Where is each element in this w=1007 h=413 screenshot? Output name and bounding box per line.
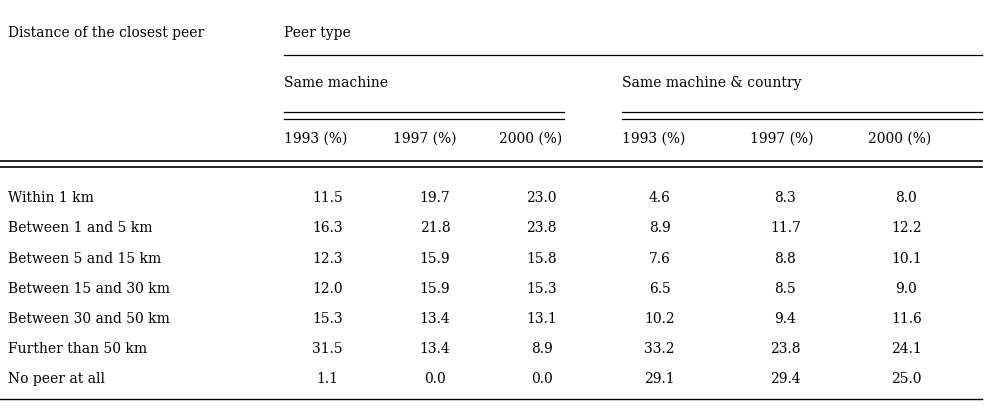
Text: Peer type: Peer type — [284, 26, 350, 40]
Text: 9.4: 9.4 — [774, 312, 797, 326]
Text: 11.7: 11.7 — [770, 221, 801, 235]
Text: 8.5: 8.5 — [774, 282, 797, 296]
Text: 13.1: 13.1 — [527, 312, 557, 326]
Text: 2000 (%): 2000 (%) — [868, 131, 931, 145]
Text: 8.9: 8.9 — [531, 342, 553, 356]
Text: 15.8: 15.8 — [527, 252, 557, 266]
Text: 8.0: 8.0 — [895, 191, 917, 205]
Text: 21.8: 21.8 — [420, 221, 450, 235]
Text: 1997 (%): 1997 (%) — [750, 131, 814, 145]
Text: 29.1: 29.1 — [644, 372, 675, 386]
Text: 23.8: 23.8 — [527, 221, 557, 235]
Text: 1993 (%): 1993 (%) — [622, 131, 686, 145]
Text: Further than 50 km: Further than 50 km — [8, 342, 147, 356]
Text: 23.0: 23.0 — [527, 191, 557, 205]
Text: 33.2: 33.2 — [644, 342, 675, 356]
Text: 19.7: 19.7 — [420, 191, 450, 205]
Text: 25.0: 25.0 — [891, 372, 921, 386]
Text: 8.8: 8.8 — [774, 252, 797, 266]
Text: Within 1 km: Within 1 km — [8, 191, 94, 205]
Text: 11.6: 11.6 — [891, 312, 921, 326]
Text: 0.0: 0.0 — [531, 372, 553, 386]
Text: 13.4: 13.4 — [420, 342, 450, 356]
Text: Between 30 and 50 km: Between 30 and 50 km — [8, 312, 170, 326]
Text: 2000 (%): 2000 (%) — [499, 131, 563, 145]
Text: 24.1: 24.1 — [891, 342, 921, 356]
Text: 23.8: 23.8 — [770, 342, 801, 356]
Text: 1993 (%): 1993 (%) — [284, 131, 347, 145]
Text: 6.5: 6.5 — [649, 282, 671, 296]
Text: 13.4: 13.4 — [420, 312, 450, 326]
Text: Between 1 and 5 km: Between 1 and 5 km — [8, 221, 152, 235]
Text: 1997 (%): 1997 (%) — [393, 131, 456, 145]
Text: Between 15 and 30 km: Between 15 and 30 km — [8, 282, 170, 296]
Text: Same machine & country: Same machine & country — [622, 76, 802, 90]
Text: 15.3: 15.3 — [312, 312, 342, 326]
Text: 11.5: 11.5 — [312, 191, 342, 205]
Text: 7.6: 7.6 — [649, 252, 671, 266]
Text: Between 5 and 15 km: Between 5 and 15 km — [8, 252, 161, 266]
Text: No peer at all: No peer at all — [8, 372, 105, 386]
Text: 12.0: 12.0 — [312, 282, 342, 296]
Text: 12.2: 12.2 — [891, 221, 921, 235]
Text: 10.1: 10.1 — [891, 252, 921, 266]
Text: 8.3: 8.3 — [774, 191, 797, 205]
Text: 10.2: 10.2 — [644, 312, 675, 326]
Text: Same machine: Same machine — [284, 76, 388, 90]
Text: 12.3: 12.3 — [312, 252, 342, 266]
Text: 1.1: 1.1 — [316, 372, 338, 386]
Text: 29.4: 29.4 — [770, 372, 801, 386]
Text: 15.3: 15.3 — [527, 282, 557, 296]
Text: 16.3: 16.3 — [312, 221, 342, 235]
Text: 15.9: 15.9 — [420, 282, 450, 296]
Text: 15.9: 15.9 — [420, 252, 450, 266]
Text: 9.0: 9.0 — [895, 282, 917, 296]
Text: 31.5: 31.5 — [312, 342, 342, 356]
Text: Distance of the closest peer: Distance of the closest peer — [8, 26, 204, 40]
Text: 0.0: 0.0 — [424, 372, 446, 386]
Text: 8.9: 8.9 — [649, 221, 671, 235]
Text: 4.6: 4.6 — [649, 191, 671, 205]
